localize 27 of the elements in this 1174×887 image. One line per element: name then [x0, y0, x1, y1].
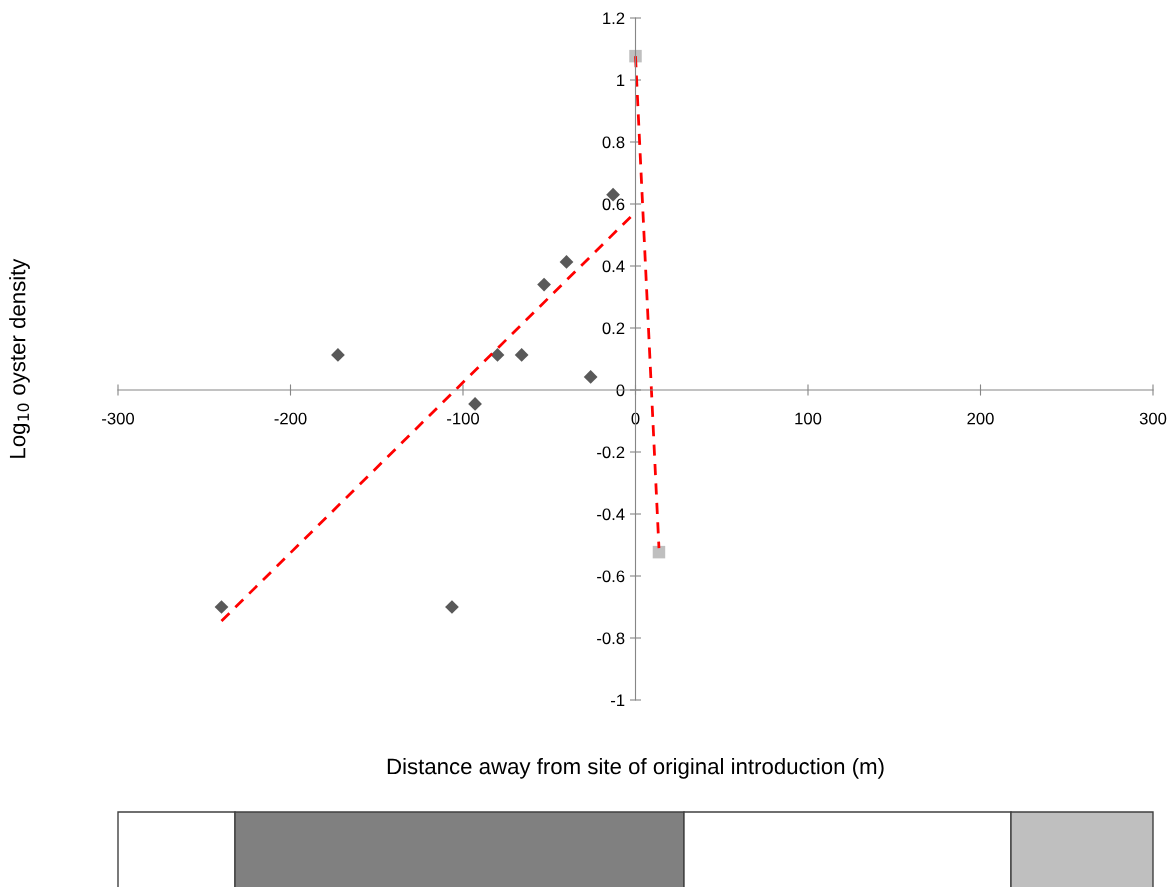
point [490, 348, 505, 362]
y-tick-label: -0.6 [597, 570, 625, 583]
y-axis-title: Log$_{10}$ oyster density [9, 258, 30, 458]
x-tick-label: 200 [967, 412, 994, 425]
x-tick-label: -100 [447, 412, 480, 425]
y-tick-label: 0.8 [602, 136, 625, 149]
y-tick-label: -0.8 [597, 632, 625, 645]
point [583, 370, 598, 384]
x-tick-label: 300 [1139, 412, 1167, 425]
y-tick-label: -1 [611, 694, 625, 707]
y-tick-label: -0.2 [597, 446, 625, 459]
y-tick-label: 0.4 [602, 260, 625, 273]
y-tick-label: 0.2 [602, 322, 625, 335]
point [468, 397, 482, 411]
y-tick-label: 1 [617, 74, 625, 87]
y-tick-label: 1.2 [603, 12, 625, 25]
y-tick-label: -0.4 [597, 508, 625, 521]
point [514, 348, 529, 362]
x-tick-label: -200 [274, 412, 307, 425]
y-tick-label: 0 [616, 384, 625, 397]
x-tick-label: 100 [795, 412, 822, 425]
point [537, 277, 551, 292]
x-tick-label: -300 [102, 412, 135, 425]
point [214, 600, 229, 614]
y-tick-label: 0.6 [602, 198, 625, 211]
point [559, 255, 574, 269]
x-axis-title: Distance away from site of original introduction (m) [387, 757, 884, 779]
